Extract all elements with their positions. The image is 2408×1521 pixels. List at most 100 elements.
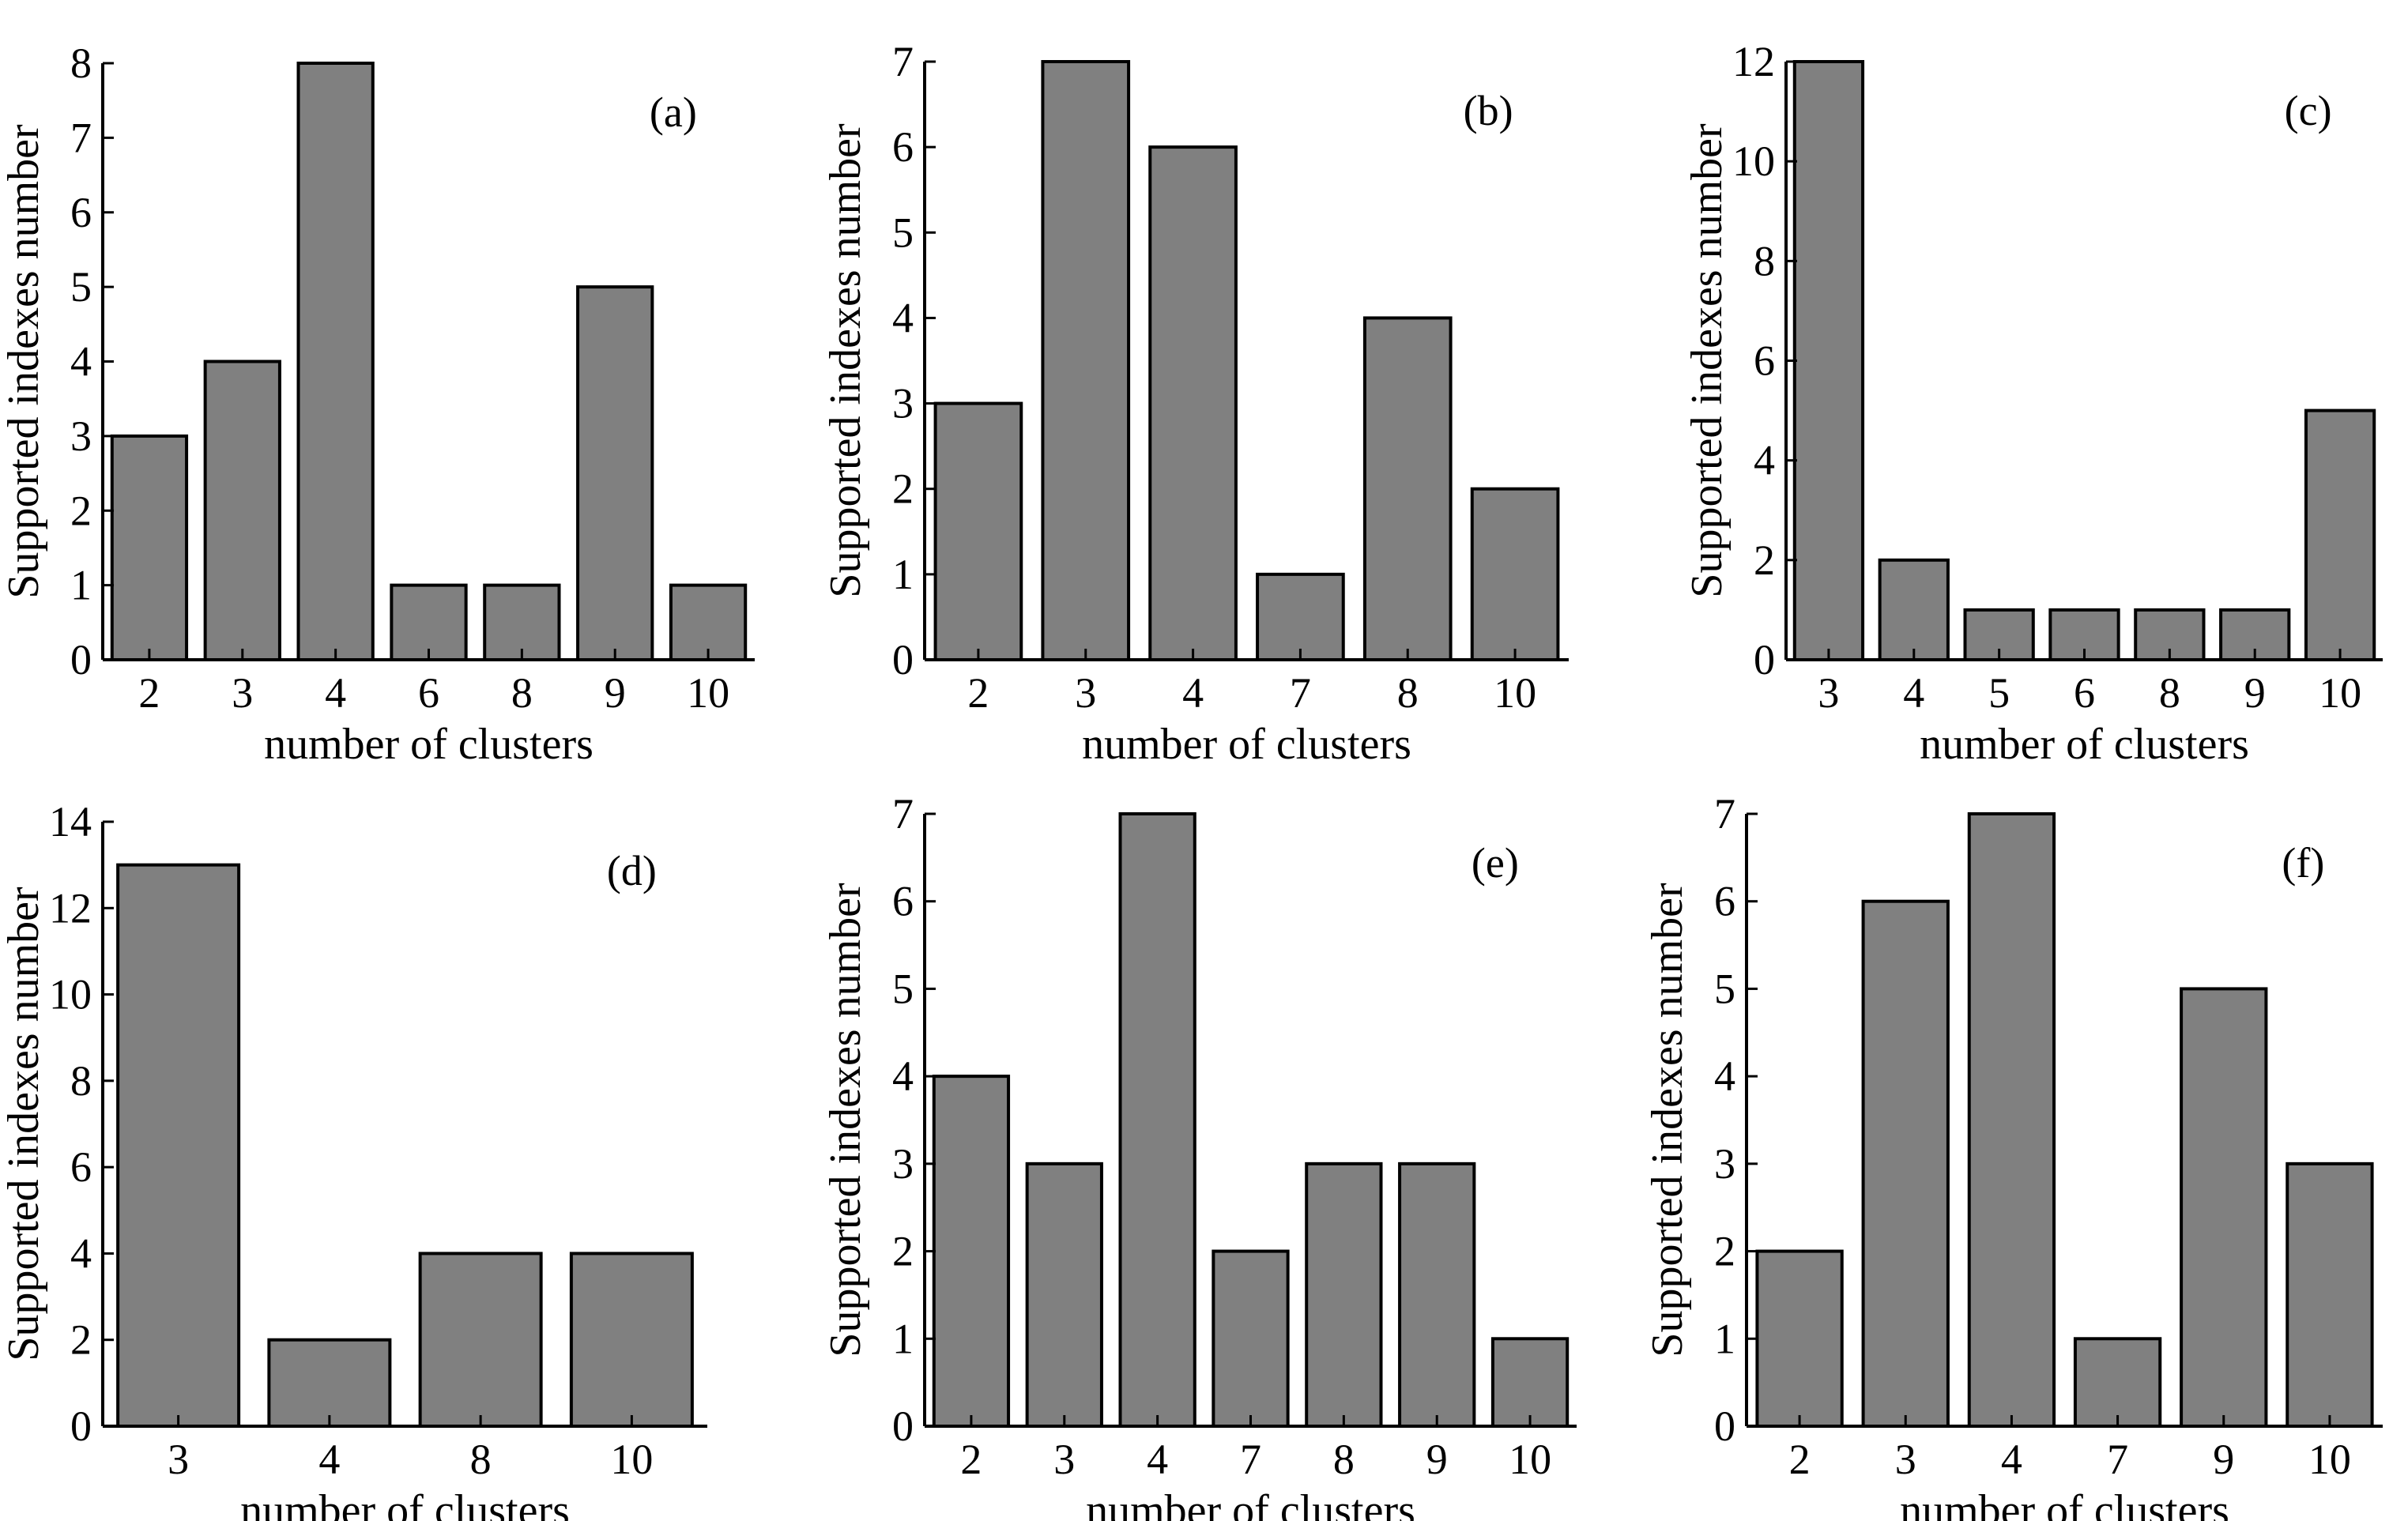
x-tick-label: 8 — [511, 669, 533, 717]
x-tick-label: 7 — [1240, 1436, 1261, 1483]
chart-panel-2: 0 1 2 3 4 5 6 7 2 3 4 7 8 10 number of clusters Support… — [821, 38, 1569, 769]
bar-3 — [1861, 899, 1950, 1428]
x-tick-label: 2 — [1789, 1436, 1811, 1483]
y-tick-label: 4 — [1714, 1052, 1735, 1100]
bar-9 — [2180, 987, 2268, 1428]
x-axis-title: number of clusters — [264, 720, 594, 769]
y-axis-title: Supported indexes number — [1643, 883, 1692, 1357]
y-tick-label: 0 — [892, 636, 914, 683]
bar-10 — [2286, 1161, 2374, 1429]
x-tick-label: 10 — [1494, 669, 1536, 717]
y-tick-label: 0 — [1714, 1402, 1735, 1450]
bar-3 — [1041, 60, 1131, 661]
y-axis-title: Supported indexes number — [821, 883, 870, 1357]
x-tick-label: 5 — [1988, 669, 2010, 717]
y-axis-title: Supported indexes number — [0, 124, 48, 599]
bar-4 — [1148, 145, 1238, 661]
y-tick-label: 2 — [892, 465, 914, 513]
x-tick-label: 4 — [318, 1436, 340, 1483]
chart-panel-5: 0 1 2 3 4 5 6 7 2 3 4 7 8 9 10 number of clusters Suppor… — [821, 790, 1577, 1521]
y-tick-label: 4 — [892, 294, 914, 341]
y-tick-label: 4 — [1754, 437, 1775, 484]
y-tick-label: 0 — [1754, 636, 1775, 683]
x-tick-label: 2 — [967, 669, 989, 717]
x-tick-label: 7 — [1290, 669, 1311, 717]
y-tick-label: 7 — [70, 114, 92, 161]
y-tick-label: 1 — [1714, 1315, 1735, 1362]
x-tick-label: 4 — [1182, 669, 1204, 717]
x-tick-label: 10 — [2308, 1436, 2351, 1483]
bar-10 — [1490, 1337, 1570, 1429]
x-axis-title: number of clusters — [1082, 720, 1411, 769]
y-tick-label: 12 — [49, 884, 92, 932]
y-tick-label: 0 — [892, 1402, 914, 1450]
y-tick-label: 0 — [70, 636, 92, 683]
y-tick-label: 3 — [892, 380, 914, 427]
x-tick-label: 10 — [2319, 669, 2361, 717]
x-tick-label: 6 — [418, 669, 439, 717]
chart-panel-1: 0 1 2 3 4 5 6 7 8 2 3 4 6 8 9 10 number of clusters Suppo… — [0, 40, 755, 769]
bar-8 — [483, 583, 561, 661]
bar-3 — [203, 360, 281, 661]
x-tick-label: 3 — [168, 1436, 189, 1483]
x-tick-label: 8 — [2159, 669, 2180, 717]
bar-9 — [576, 285, 654, 661]
y-tick-label: 4 — [70, 1229, 92, 1277]
y-tick-label: 2 — [70, 487, 92, 534]
bar-8 — [1305, 1161, 1383, 1429]
x-tick-label: 8 — [1333, 1436, 1355, 1483]
y-tick-label: 1 — [892, 1315, 914, 1362]
y-tick-label: 1 — [70, 562, 92, 609]
y-tick-label: 5 — [1714, 965, 1735, 1012]
x-tick-label: 6 — [2074, 669, 2095, 717]
y-tick-label: 7 — [1714, 790, 1735, 838]
x-tick-label: 4 — [1903, 669, 1924, 717]
bar-2 — [1755, 1249, 1844, 1428]
x-axis-title: number of clusters — [240, 1486, 570, 1521]
x-tick-label: 9 — [2213, 1436, 2234, 1483]
y-tick-label: 3 — [1714, 1140, 1735, 1188]
panel-label: (e) — [1472, 839, 1519, 887]
x-axis-title: number of clusters — [1920, 720, 2249, 769]
y-tick-label: 2 — [1714, 1228, 1735, 1275]
y-tick-label: 7 — [892, 38, 914, 85]
chart-panel-3: 0 2 4 6 8 10 12 3 4 5 6 8 9 10 number of clusters Suppo… — [1683, 38, 2383, 769]
y-tick-label: 2 — [70, 1316, 92, 1364]
y-tick-label: 2 — [1754, 536, 1775, 584]
bar-7 — [2073, 1337, 2162, 1429]
y-tick-label: 5 — [892, 209, 914, 256]
bar-10 — [1470, 487, 1560, 662]
bar-4 — [1878, 558, 1950, 661]
bar-10 — [569, 1252, 694, 1429]
x-axis-title: number of clusters — [1086, 1486, 1415, 1521]
y-tick-label: 8 — [1754, 237, 1775, 284]
y-tick-label: 3 — [70, 412, 92, 460]
y-tick-label: 5 — [892, 965, 914, 1012]
y-tick-label: 12 — [1732, 38, 1775, 85]
y-tick-label: 2 — [892, 1228, 914, 1275]
bar-6 — [390, 583, 468, 661]
bar-10 — [669, 583, 748, 661]
panel-label: (a) — [650, 88, 697, 136]
x-tick-label: 7 — [2107, 1436, 2128, 1483]
x-tick-label: 10 — [1509, 1436, 1551, 1483]
y-tick-label: 4 — [892, 1052, 914, 1100]
x-tick-label: 2 — [960, 1436, 982, 1483]
y-axis-title: Supported indexes number — [1683, 123, 1732, 598]
y-axis-title: Supported indexes number — [821, 123, 870, 598]
y-tick-label: 14 — [49, 798, 92, 845]
x-tick-label: 3 — [232, 669, 253, 717]
y-tick-label: 5 — [70, 263, 92, 311]
chart-panel-4: 0 2 4 6 8 10 12 14 3 4 8 10 number of clusters Suppor… — [0, 798, 707, 1521]
x-tick-label: 10 — [687, 669, 729, 717]
bar-7 — [1256, 572, 1345, 661]
bar-7 — [1212, 1249, 1290, 1428]
bar-4 — [1967, 812, 2056, 1428]
y-tick-label: 6 — [70, 1143, 92, 1191]
y-tick-label: 3 — [892, 1140, 914, 1188]
bar-2 — [110, 434, 189, 661]
x-tick-label: 3 — [1818, 669, 1839, 717]
y-tick-label: 6 — [1754, 337, 1775, 385]
y-tick-label: 10 — [49, 971, 92, 1018]
